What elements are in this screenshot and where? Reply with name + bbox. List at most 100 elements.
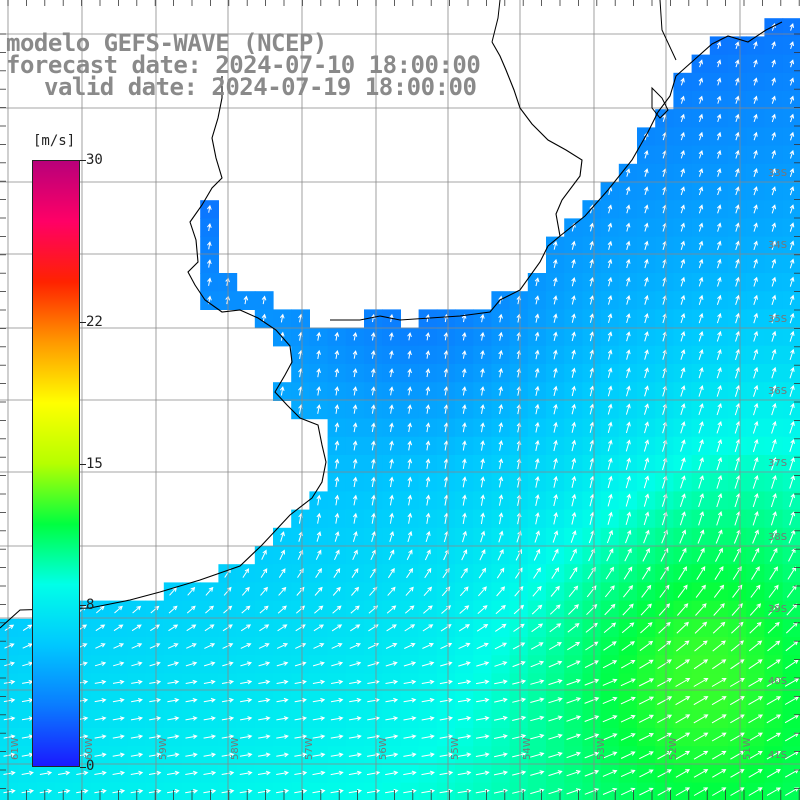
wind-arrow [715, 547, 723, 562]
wind-arrow [512, 642, 526, 650]
wind-arrow [94, 752, 107, 758]
wind-arrow [698, 95, 704, 104]
wind-arrow [476, 697, 490, 703]
wind-arrow [480, 313, 485, 323]
wind-arrow [716, 41, 722, 49]
wind-arrow [457, 752, 472, 758]
wind-arrow [348, 734, 362, 739]
wind-arrow [566, 751, 581, 759]
wind-arrow [131, 624, 142, 632]
wind-arrow [604, 603, 616, 616]
wind-arrow [766, 769, 781, 778]
wind-arrow [423, 586, 433, 597]
wind-arrow [620, 733, 636, 741]
wind-arrow [221, 679, 235, 685]
wind-arrow [439, 679, 453, 685]
wind-arrow [294, 734, 308, 739]
wind-arrow [459, 605, 470, 614]
wind-arrow [675, 787, 691, 796]
wind-arrow [494, 697, 508, 703]
wind-arrow [498, 494, 504, 506]
wind-arrow [657, 787, 672, 796]
wind-arrow [443, 404, 449, 414]
wind-arrow [535, 457, 540, 470]
wind-arrow [748, 750, 763, 760]
wind-arrow [276, 734, 289, 739]
wind-arrow [512, 770, 527, 776]
wind-arrow [626, 313, 631, 324]
wind-arrow [3, 734, 16, 739]
wind-arrow [167, 643, 179, 649]
wind-arrow [549, 623, 562, 633]
wind-arrow [605, 566, 614, 580]
colorbar-tick-label: 0 [86, 758, 95, 774]
wind-arrow [149, 698, 162, 703]
wind-arrow [753, 59, 758, 68]
wind-arrow [712, 640, 726, 652]
wind-arrow [716, 439, 723, 452]
wind-arrow [771, 420, 777, 434]
wind-arrow [348, 788, 363, 794]
wind-arrow [698, 258, 704, 269]
wind-arrow [693, 659, 709, 670]
wind-arrow [730, 640, 745, 652]
wind-arrow [789, 276, 795, 287]
wind-arrow [602, 733, 618, 741]
wind-arrow [240, 661, 252, 667]
wind-arrow [698, 240, 704, 250]
wind-arrow [789, 113, 795, 123]
wind-arrow [694, 640, 708, 652]
wind-arrow [457, 770, 472, 776]
wind-arrow [498, 530, 504, 543]
wind-arrow [771, 384, 777, 397]
wind-arrow [130, 734, 144, 739]
wind-arrow [553, 277, 558, 287]
latitude-label: 34S [768, 240, 787, 251]
wind-arrow [675, 659, 690, 670]
wind-arrow [498, 512, 504, 525]
wind-arrow [421, 716, 435, 721]
wind-arrow [167, 716, 180, 721]
wind-arrow [221, 697, 235, 703]
wind-arrow [620, 787, 636, 796]
wind-arrow [607, 475, 613, 489]
wind-arrow [548, 733, 563, 740]
wind-arrow [296, 586, 305, 596]
wind-arrow [730, 659, 745, 670]
wind-arrow [752, 493, 759, 508]
wind-arrow [551, 548, 559, 561]
wind-arrow [425, 494, 431, 506]
wind-arrow [735, 258, 740, 269]
wind-arrow [385, 788, 399, 794]
wind-arrow [642, 547, 650, 562]
wind-arrow [389, 404, 394, 414]
wind-arrow [716, 349, 722, 360]
wind-arrow [443, 368, 449, 378]
wind-arrow [606, 548, 614, 562]
wind-arrow [644, 186, 649, 196]
wind-arrow [625, 529, 632, 544]
wind-arrow [680, 222, 685, 232]
wind-arrow [571, 511, 577, 525]
wind-arrow [531, 623, 544, 633]
wind-arrow [712, 659, 727, 670]
wind-arrow [221, 716, 235, 721]
wind-arrow [149, 716, 162, 721]
wind-arrow [203, 770, 217, 776]
wind-arrow [789, 131, 795, 141]
wind-arrow [352, 476, 358, 488]
wind-arrow [571, 457, 577, 470]
wind-arrow [513, 623, 525, 632]
wind-arrow [316, 494, 322, 506]
wind-arrow [530, 697, 545, 703]
wind-arrow [771, 59, 776, 68]
wind-arrow [403, 770, 417, 776]
wind-arrow [389, 494, 394, 506]
wind-arrow [425, 404, 431, 414]
wind-arrow [333, 568, 341, 578]
wind-arrow [680, 475, 686, 489]
wind-arrow [334, 404, 340, 414]
wind-vector-arrows [3, 23, 800, 796]
wind-arrow [607, 511, 613, 525]
wind-arrow [94, 734, 107, 739]
